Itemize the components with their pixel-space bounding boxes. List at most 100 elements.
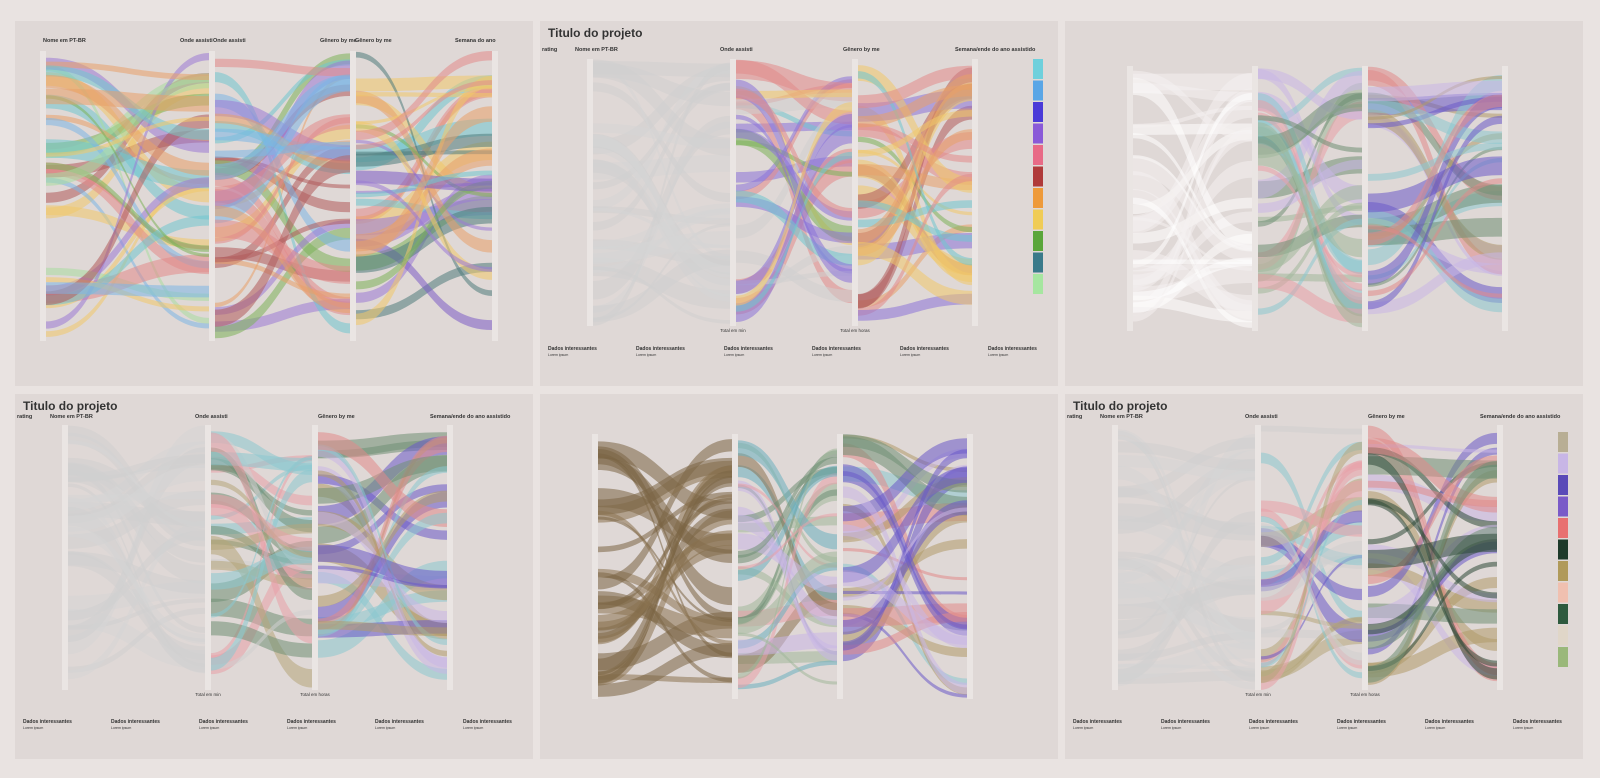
flow-ribbon — [215, 53, 350, 178]
flow-ribbon — [46, 177, 209, 329]
flow-ribbon — [843, 503, 967, 695]
flow-ribbon — [843, 448, 967, 541]
axis-label: Gênero by me — [320, 38, 357, 44]
flow-ribbon — [738, 466, 837, 564]
flow-ribbon — [356, 180, 492, 272]
legend-swatch — [1558, 582, 1568, 603]
flow-ribbon — [356, 75, 492, 171]
flow-ribbon — [211, 494, 312, 552]
flow-ribbon — [593, 62, 730, 260]
flow-ribbon — [1261, 441, 1362, 566]
node-bar — [1112, 425, 1118, 690]
flow-ribbon — [1261, 480, 1362, 615]
flow-ribbon — [738, 440, 837, 550]
flow-ribbon — [1118, 579, 1255, 619]
node-bar — [1502, 66, 1508, 331]
flow-ribbon — [1133, 171, 1252, 320]
legend-swatch — [1033, 145, 1043, 165]
flow-ribbon — [1368, 461, 1497, 545]
panel-title: Titulo do projeto — [548, 26, 642, 40]
flow-ribbon — [356, 262, 492, 320]
flow-ribbon — [858, 65, 972, 109]
flow-ribbon — [1258, 185, 1362, 273]
flow-ribbon — [1368, 225, 1502, 298]
flow-ribbon — [738, 514, 837, 626]
flow-ribbon — [215, 218, 350, 263]
flow-ribbon — [1261, 500, 1362, 537]
total-label: Total em min — [720, 328, 746, 333]
flow-ribbon — [1258, 273, 1362, 324]
flow-ribbon — [1368, 460, 1497, 683]
flow-ribbon — [858, 74, 972, 244]
flow-ribbon — [738, 551, 837, 635]
flow-ribbon — [1261, 616, 1362, 678]
flow-ribbon — [211, 546, 312, 590]
node-bar — [592, 434, 598, 699]
flow-ribbon — [1368, 157, 1502, 280]
axis-label: rating — [1067, 414, 1082, 420]
flow-ribbon — [215, 220, 350, 315]
flow-ribbon — [736, 190, 852, 266]
footer-text: Lorem ipsum — [1513, 726, 1533, 730]
flow-ribbon — [843, 449, 967, 651]
flow-ribbon — [46, 74, 209, 176]
flow-ribbon — [858, 129, 972, 256]
panel-title: Titulo do projeto — [1073, 399, 1167, 413]
flow-ribbon — [1118, 441, 1255, 471]
axis-label: Onde assisti — [195, 414, 228, 420]
panel — [1065, 21, 1583, 386]
footer-text: Lorem ipsum — [988, 353, 1008, 357]
node-bar — [1362, 425, 1368, 690]
flow-ribbon — [215, 58, 350, 77]
flow-ribbon — [356, 106, 492, 257]
flow-ribbon — [736, 89, 852, 99]
node-bar — [1362, 66, 1368, 331]
flow-ribbon — [843, 611, 967, 655]
footer-heading: Dados interessantes — [812, 346, 861, 352]
legend-swatch — [1558, 647, 1568, 667]
legend-swatch — [1033, 209, 1043, 230]
footer-text: Lorem ipsum — [812, 353, 832, 357]
flow-ribbon — [46, 282, 209, 298]
axis-label: Nome em PT-BR — [50, 414, 93, 420]
legend-swatch — [1033, 80, 1043, 101]
flow-ribbon — [598, 642, 732, 697]
flow-ribbon — [858, 293, 972, 321]
flow-ribbon — [858, 241, 972, 305]
footer-text: Lorem ipsum — [900, 353, 920, 357]
node-bar — [1127, 66, 1133, 331]
flow-ribbon — [215, 258, 350, 299]
flow-ribbon — [68, 447, 205, 643]
flow-ribbon — [1368, 455, 1497, 585]
node-bar — [312, 425, 318, 690]
footer-text: Lorem ipsum — [548, 353, 568, 357]
flow-ribbon — [1368, 115, 1502, 310]
flow-ribbon — [1258, 115, 1362, 153]
flow-ribbon — [356, 180, 492, 290]
flows — [598, 434, 967, 698]
legend-swatch — [1033, 231, 1043, 251]
flow-ribbon — [1118, 429, 1255, 639]
flow-ribbon — [46, 177, 209, 296]
flow-ribbon — [318, 484, 447, 555]
flow-ribbon — [211, 455, 312, 659]
node-bar — [1497, 425, 1503, 690]
footer-heading: Dados interessantes — [375, 719, 424, 725]
flow-ribbon — [68, 598, 205, 630]
flow-ribbon — [215, 141, 350, 159]
node-bar — [62, 425, 68, 690]
footer-text: Lorem ipsum — [111, 726, 131, 730]
node-bar — [350, 51, 356, 341]
flow-ribbon — [1133, 133, 1252, 251]
flow-ribbon — [1118, 455, 1255, 481]
flow-ribbon — [736, 102, 852, 306]
panel-title: Titulo do projeto — [23, 399, 117, 413]
flow-ribbon — [858, 84, 972, 209]
footer-heading: Dados interessantes — [463, 719, 512, 725]
flow-ribbon — [1368, 92, 1502, 196]
flow-ribbon — [1118, 476, 1255, 635]
flow-ribbon — [593, 223, 730, 321]
flow-ribbon — [738, 448, 837, 679]
flow-ribbon — [736, 86, 852, 246]
